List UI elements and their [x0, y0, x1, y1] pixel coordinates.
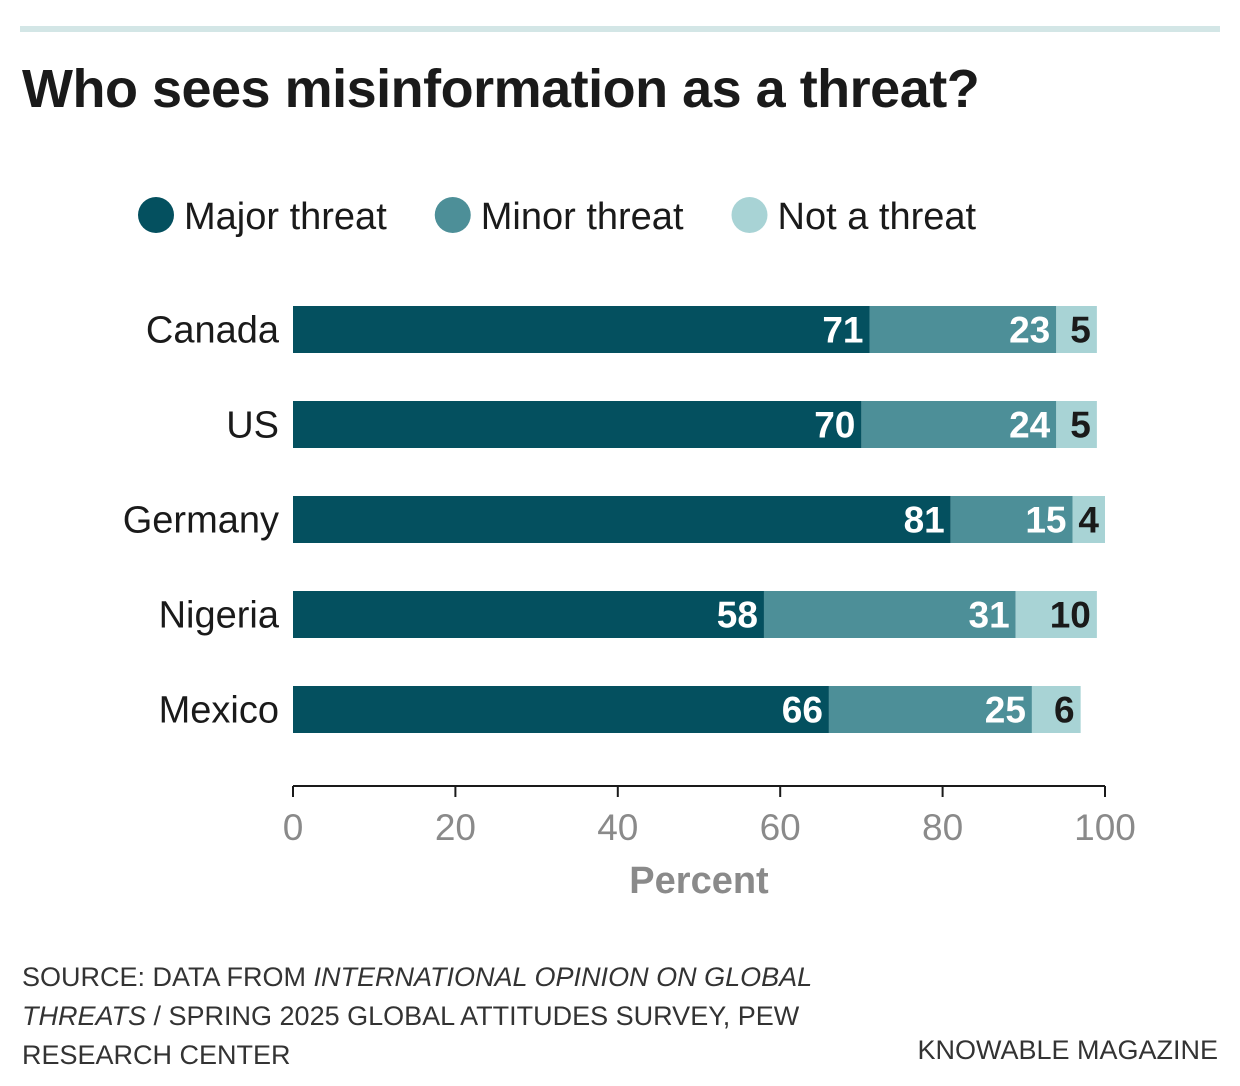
legend-label-major-threat: Major threat: [184, 196, 387, 238]
bar-segment-minor-threat: [869, 306, 1057, 353]
bar-segment-minor-threat: [861, 401, 1057, 448]
data-label-minor-threat: 25: [985, 690, 1026, 731]
category-label: Germany: [123, 500, 279, 542]
data-label-major-threat: 66: [782, 690, 823, 731]
legend-swatch-major-threat: [138, 197, 174, 233]
x-tick-label: 40: [597, 807, 638, 848]
data-label-major-threat: 81: [904, 500, 945, 541]
bar-segment-minor-threat: [950, 496, 1073, 543]
bar-segment-not-a-threat: [1056, 401, 1097, 448]
category-label: US: [226, 405, 279, 447]
bar-segment-major-threat: [293, 306, 870, 353]
bar-segment-minor-threat: [763, 591, 1016, 638]
legend-label-not-a-threat: Not a threat: [778, 196, 977, 238]
bar-area: Canada 71 23 5 US 70 24 5 Germany 81 15 4 Nigeria 58 3…: [123, 306, 1105, 733]
data-label-minor-threat: 31: [969, 595, 1010, 636]
data-label-minor-threat: 15: [1025, 500, 1066, 541]
source-suffix: / SPRING 2025 GLOBAL ATTITUDES SURVEY, P…: [22, 1001, 800, 1070]
bar-segment-major-threat: [293, 496, 951, 543]
source-title: INTERNATIONAL OPINION ON GLOBAL THREATS: [22, 962, 812, 1031]
bar-segment-not-a-threat: [1072, 496, 1105, 543]
data-label-major-threat: 58: [717, 595, 758, 636]
data-label-not-a-threat: 5: [1070, 405, 1091, 446]
top-divider: [20, 26, 1220, 32]
data-label-major-threat: 70: [814, 405, 855, 446]
x-tick-label: 20: [435, 807, 476, 848]
category-label: Canada: [146, 310, 280, 352]
x-axis-title: Percent: [629, 860, 769, 902]
x-tick-label: 80: [922, 807, 963, 848]
legend-swatch-minor-threat: [434, 197, 471, 233]
source-note: SOURCE: DATA FROM INTERNATIONAL OPINION …: [22, 958, 842, 1075]
x-tick-label: 60: [760, 807, 801, 848]
data-label-minor-threat: 23: [1009, 310, 1050, 351]
category-label: Nigeria: [159, 595, 280, 637]
x-axis: 0 20 40 60 80 100 Percent: [283, 785, 1136, 902]
data-label-not-a-threat: 6: [1054, 690, 1075, 731]
bar-segment-minor-threat: [828, 686, 1032, 733]
bar-segment-major-threat: [293, 591, 764, 638]
bar-segment-major-threat: [293, 686, 829, 733]
publisher-credit: KNOWABLE MAGAZINE: [917, 1035, 1218, 1065]
data-label-major-threat: 71: [822, 310, 863, 351]
chart-title: Who sees misinformation as a threat?: [22, 59, 980, 119]
legend-label-minor-threat: Minor threat: [481, 196, 684, 238]
data-label-not-a-threat: 10: [1050, 595, 1091, 636]
source-prefix: SOURCE: DATA FROM: [22, 962, 314, 992]
bar-segment-not-a-threat: [1056, 306, 1097, 353]
stacked-bar-chart: Major threat Minor threat Not a threat Can…: [123, 196, 1136, 902]
chart-legend: Major threat Minor threat Not a threat: [138, 196, 976, 238]
bar-segment-not-a-threat: [1015, 591, 1097, 638]
x-tick-label: 0: [283, 807, 304, 848]
data-label-not-a-threat: 5: [1070, 310, 1091, 351]
data-label-minor-threat: 24: [1009, 405, 1051, 446]
bar-segment-not-a-threat: [1031, 686, 1081, 733]
legend-swatch-not-a-threat: [731, 197, 768, 233]
bar-segment-major-threat: [293, 401, 862, 448]
x-tick-label: 100: [1074, 807, 1136, 848]
data-label-not-a-threat: 4: [1078, 500, 1099, 541]
category-label: Mexico: [159, 690, 279, 732]
